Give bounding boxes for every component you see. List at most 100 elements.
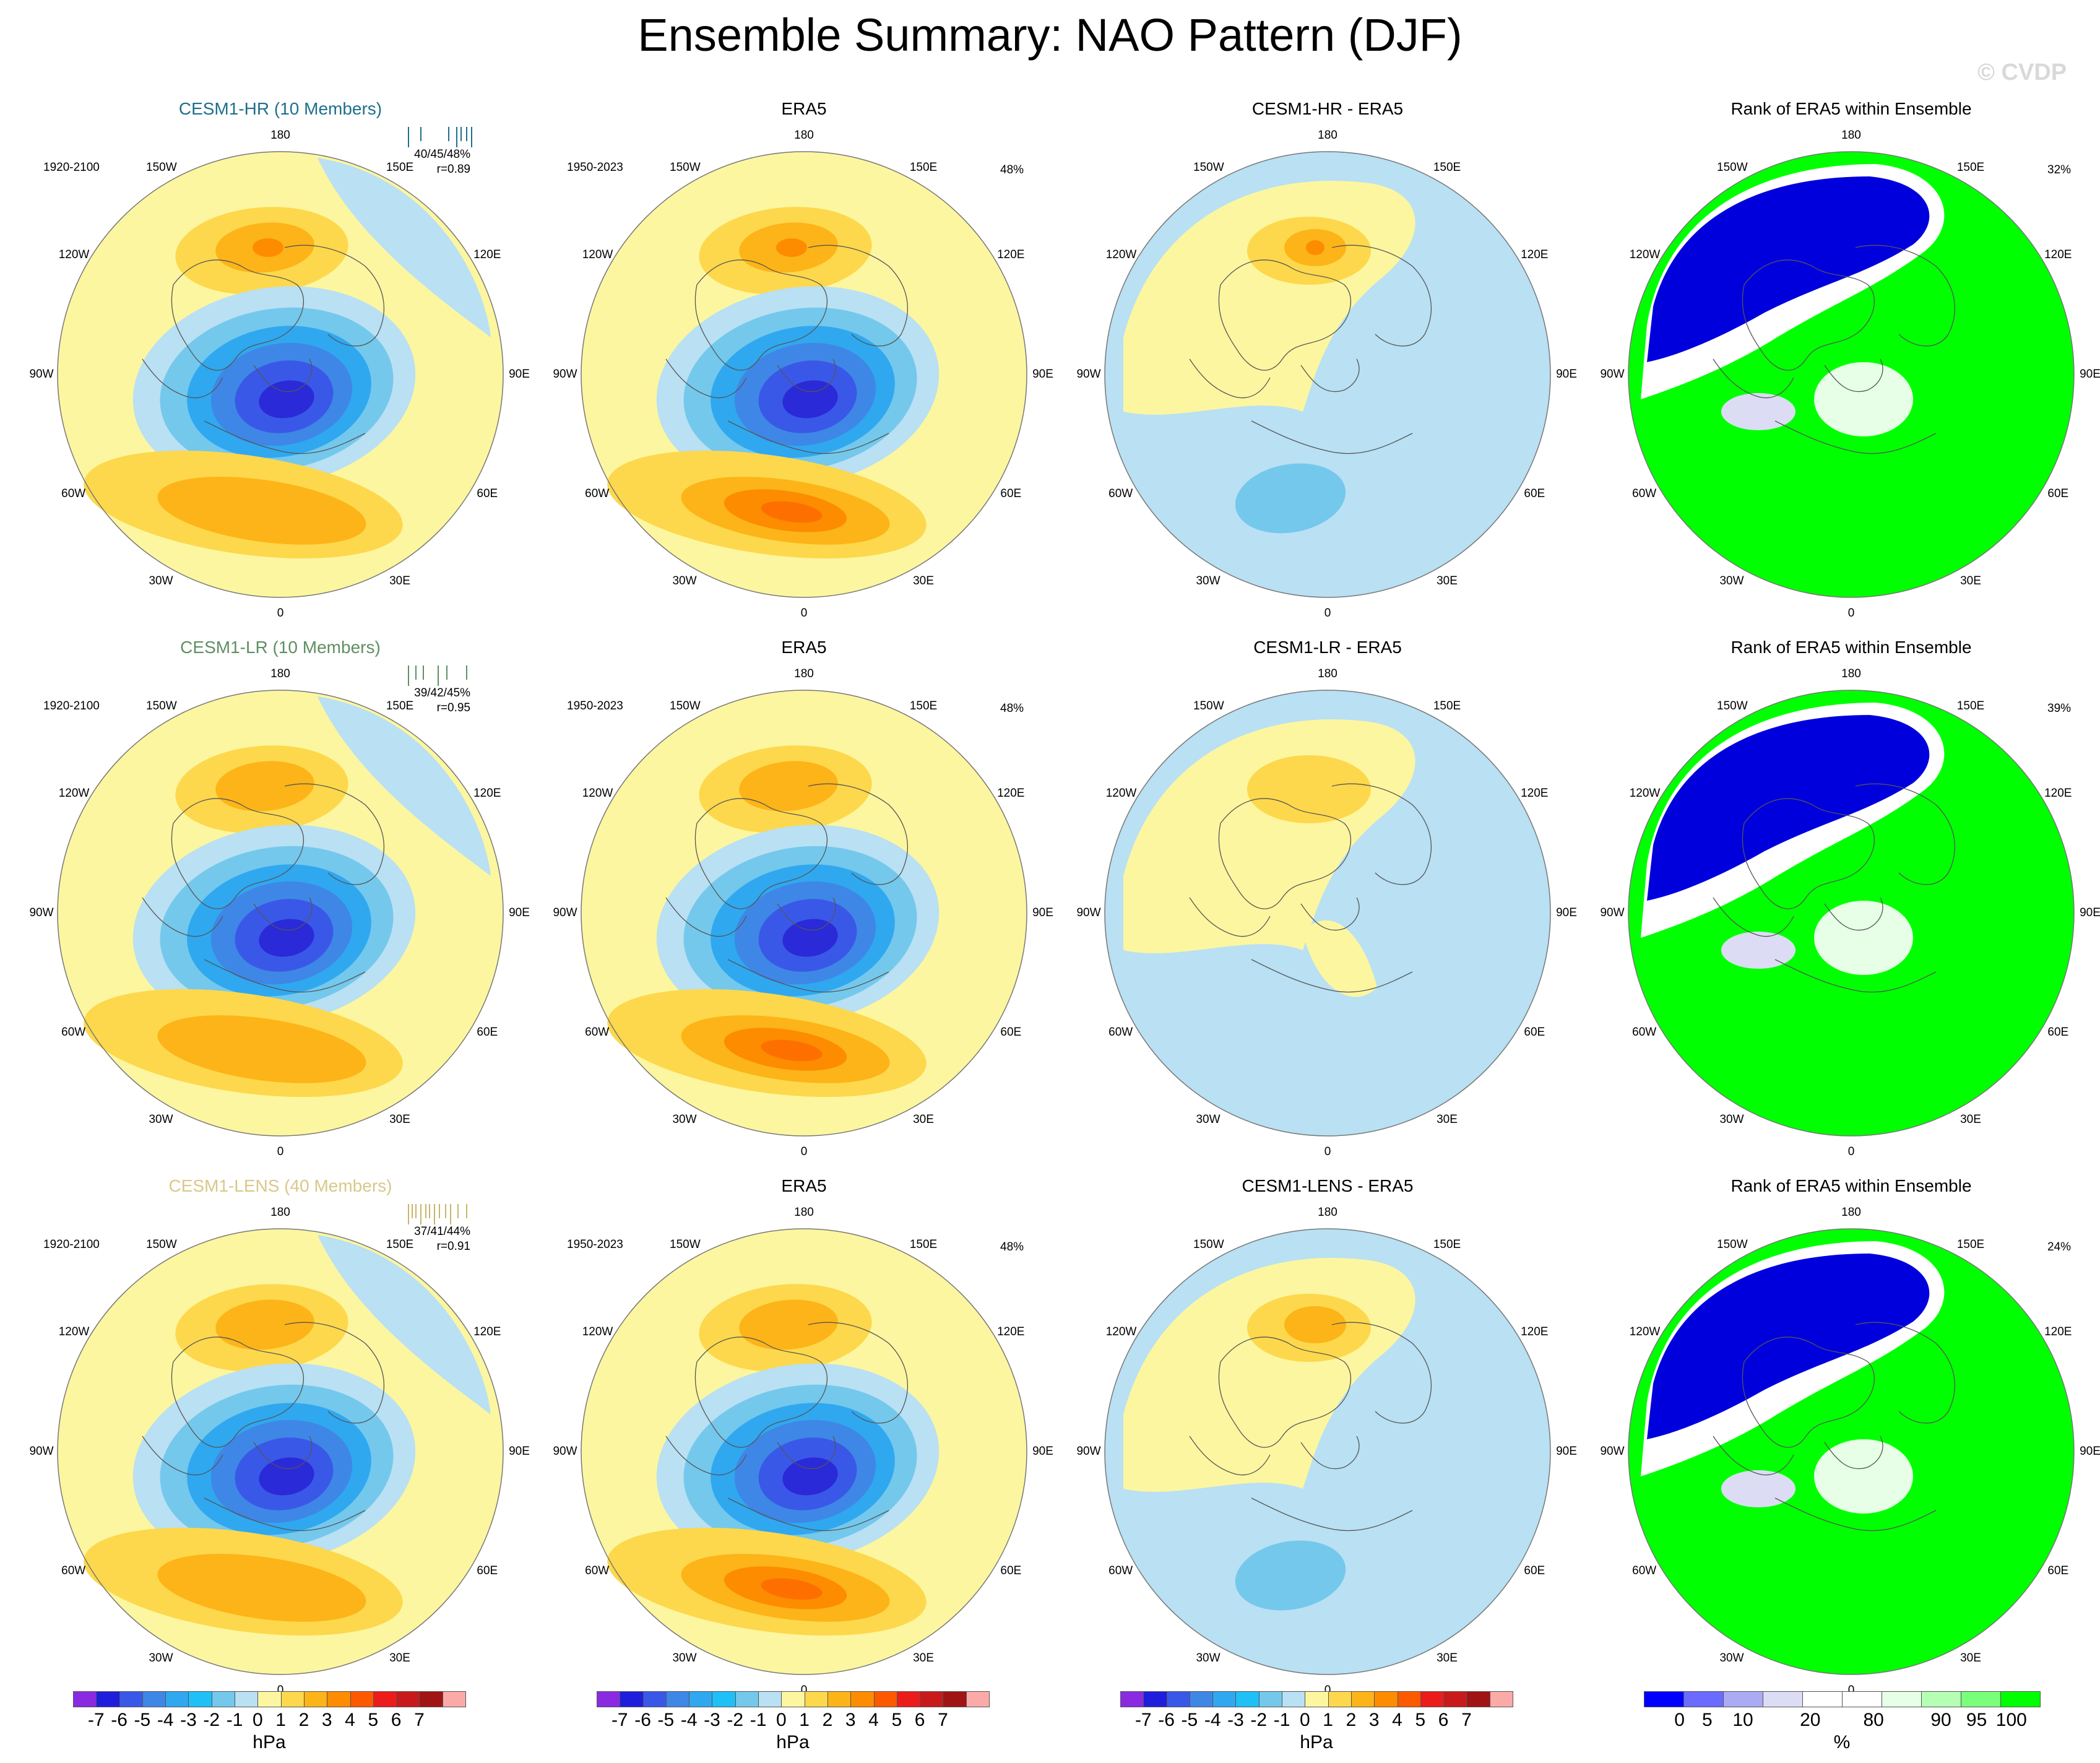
longitude-label: 120E — [473, 1325, 501, 1338]
positive-anomaly — [157, 477, 366, 545]
longitude-label: 30E — [1437, 1652, 1458, 1665]
colorbar-tick: -2 — [1250, 1710, 1268, 1730]
longitude-label: 30W — [149, 1652, 173, 1665]
longitude-label: 150E — [386, 1237, 414, 1251]
colorbar-tick: -7 — [611, 1710, 628, 1730]
longitude-label: 90W — [29, 1445, 54, 1458]
time-range-label: 1920-2100 — [43, 161, 100, 174]
colorbar-tick: 4 — [1392, 1710, 1402, 1730]
longitude-label: 30W — [672, 1652, 697, 1665]
coastline — [1855, 245, 1956, 347]
longitude-label: 0 — [800, 1145, 808, 1158]
panel-title: CESM1-LENS (40 Members) — [168, 1176, 392, 1195]
coastline — [1331, 1322, 1432, 1424]
longitude-label: 60E — [1524, 1026, 1545, 1039]
polar-map — [581, 1228, 1027, 1675]
polar-map — [57, 151, 504, 598]
panel-title: CESM1-LR (10 Members) — [180, 638, 381, 657]
colorbar-tick: 7 — [414, 1710, 425, 1730]
positive-anomaly — [761, 501, 823, 523]
colorbar-tick: 1 — [1323, 1710, 1333, 1730]
colorbar-swatch — [235, 1691, 259, 1707]
time-range-label: 1920-2100 — [43, 700, 100, 713]
colorbar-tick: -6 — [111, 1710, 127, 1730]
longitude-label: 150E — [1956, 160, 1985, 174]
colorbar-tick: -7 — [87, 1710, 105, 1730]
longitude-label: 150E — [909, 699, 938, 713]
map-boundary — [1628, 151, 2075, 598]
longitude-label: 60E — [2047, 1564, 2069, 1577]
coastline — [204, 959, 366, 993]
ensemble-stats: 39/42/45% r=0.95 — [371, 686, 470, 716]
longitude-label: 0 — [1324, 607, 1331, 620]
pct-variance-label: 32% — [2047, 163, 2072, 176]
longitude-label: 30W — [1719, 1113, 1744, 1127]
colorbar-hpa-col1: -7 -6 -5 -4 -3 -2 -1 0 1 2 3 4 5 6 7 hPa — [73, 1691, 466, 1759]
coastline — [777, 1436, 836, 1470]
longitude-label: 150W — [670, 160, 701, 174]
colorbar-tick: -3 — [180, 1710, 197, 1730]
negative-anomaly — [782, 919, 838, 957]
colorbar-tick: -7 — [1134, 1710, 1152, 1730]
coastline — [1331, 245, 1432, 347]
colorbar-swatch — [689, 1691, 713, 1707]
longitude-label: 60W — [585, 487, 610, 500]
page-title: Ensemble Summary: NAO Pattern (DJF) — [637, 9, 1463, 61]
colorbar-swatch — [735, 1691, 759, 1707]
map-boundary — [57, 1228, 504, 1675]
colorbar-tick: -4 — [680, 1710, 698, 1730]
colorbar-swatch — [896, 1691, 921, 1707]
longitude-label: 90W — [1076, 368, 1101, 381]
longitude-label: 0 — [1324, 1145, 1331, 1158]
colorbar-swatch — [303, 1691, 328, 1707]
colorbar-tick: 0 — [1300, 1710, 1310, 1730]
longitude-label: 90W — [553, 368, 577, 381]
panel-title: Rank of ERA5 within Ensemble — [1731, 1176, 1972, 1195]
colorbar-tick: -6 — [1158, 1710, 1175, 1730]
colorbar-tick: 2 — [1346, 1710, 1357, 1730]
positive-anomaly-region — [1303, 920, 1377, 997]
colorbar-tick: -1 — [1273, 1710, 1290, 1730]
colorbar-swatch — [781, 1691, 805, 1707]
pacific-negative-region — [318, 158, 491, 337]
longitude-label: 120W — [582, 787, 613, 800]
longitude-label: 120E — [2044, 1325, 2072, 1338]
colorbar-swatch — [1189, 1691, 1214, 1707]
panel-title: Rank of ERA5 within Ensemble — [1731, 99, 1972, 118]
map-panel-rank-row-2: Rank of ERA5 within Ensemble 180 150E 120E 9… — [1589, 638, 2100, 1176]
colorbar-swatch — [1420, 1691, 1445, 1707]
colorbar-swatch — [850, 1691, 875, 1707]
longitude-label: 90E — [1556, 368, 1577, 381]
longitude-label: 30E — [389, 1113, 410, 1127]
colorbar-swatch — [712, 1691, 736, 1707]
coastline — [694, 1336, 828, 1448]
colorbar-tick: 5 — [1415, 1710, 1426, 1730]
longitude-label: 0 — [277, 607, 284, 620]
colorbar-tick: 0 — [776, 1710, 787, 1730]
colorbar-swatch — [1374, 1691, 1398, 1707]
longitude-label: 120E — [1521, 1325, 1549, 1338]
coastline — [142, 1436, 223, 1476]
longitude-label: 30W — [672, 574, 697, 588]
longitude-label: 60W — [585, 1026, 610, 1039]
colorbar-tick: 1 — [275, 1710, 286, 1730]
colorbar-swatch — [1763, 1691, 1803, 1707]
colorbar-swatch — [1723, 1691, 1763, 1707]
member-spread-strip — [408, 665, 467, 686]
coastline — [1331, 783, 1432, 885]
longitude-label: 150E — [1433, 699, 1461, 713]
coastline — [1824, 897, 1883, 931]
longitude-label: 150E — [1433, 1237, 1461, 1251]
coastline — [142, 358, 223, 399]
colorbar-swatch — [188, 1691, 212, 1707]
colorbar-tick: -2 — [203, 1710, 220, 1730]
longitude-label: 30W — [1719, 574, 1744, 588]
colorbar-swatch — [1282, 1691, 1306, 1707]
longitude-label: 90W — [1076, 906, 1101, 919]
longitude-label: 180 — [794, 129, 814, 142]
colorbar-tick: 7 — [1461, 1710, 1472, 1730]
longitude-label: 150W — [1717, 1237, 1748, 1251]
colorbar-swatch — [1328, 1691, 1352, 1707]
pct-variance-label: 24% — [2047, 1241, 2072, 1254]
longitude-label: 0 — [277, 1684, 284, 1697]
